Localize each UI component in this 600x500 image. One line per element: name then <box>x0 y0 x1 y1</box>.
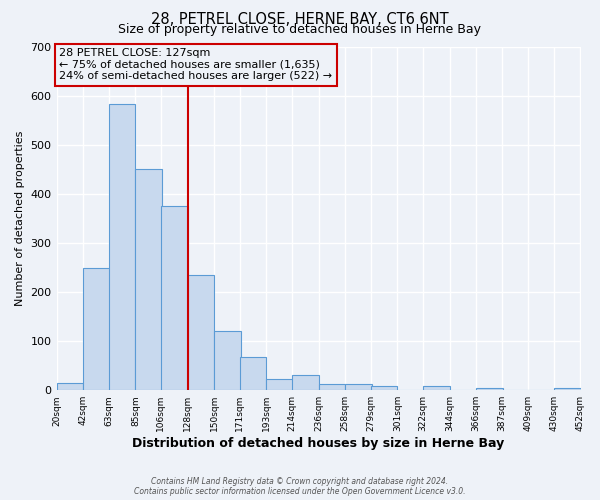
Y-axis label: Number of detached properties: Number of detached properties <box>15 130 25 306</box>
Bar <box>56 383 83 390</box>
Bar <box>239 357 266 390</box>
Bar <box>214 332 241 390</box>
X-axis label: Distribution of detached houses by size in Herne Bay: Distribution of detached houses by size … <box>133 437 505 450</box>
Text: 28 PETREL CLOSE: 127sqm
← 75% of detached houses are smaller (1,635)
24% of semi: 28 PETREL CLOSE: 127sqm ← 75% of detache… <box>59 48 332 82</box>
Text: Contains HM Land Registry data © Crown copyright and database right 2024.
Contai: Contains HM Land Registry data © Crown c… <box>134 476 466 496</box>
Bar <box>161 206 188 390</box>
Text: 28, PETREL CLOSE, HERNE BAY, CT6 6NT: 28, PETREL CLOSE, HERNE BAY, CT6 6NT <box>151 12 449 26</box>
Bar <box>371 386 397 390</box>
Bar <box>554 388 581 390</box>
Text: Size of property relative to detached houses in Herne Bay: Size of property relative to detached ho… <box>119 22 482 36</box>
Bar <box>292 376 319 390</box>
Bar <box>266 380 293 390</box>
Bar <box>319 384 345 390</box>
Bar <box>423 386 449 390</box>
Bar <box>188 275 214 390</box>
Bar <box>476 388 503 390</box>
Bar <box>136 170 162 390</box>
Bar <box>83 268 110 390</box>
Bar <box>109 104 136 390</box>
Bar <box>345 384 372 390</box>
